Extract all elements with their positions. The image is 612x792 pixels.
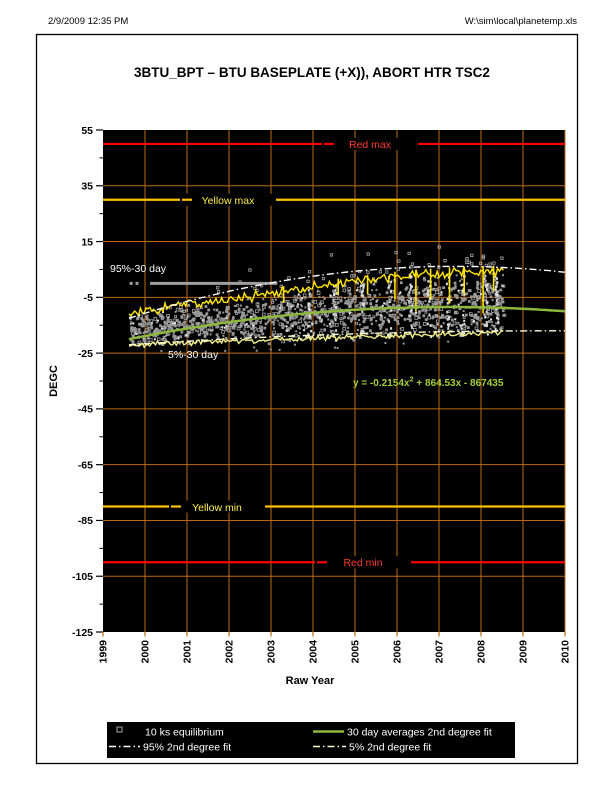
legend-item-5pct-fit: 5% 2nd degree fit [349,742,431,754]
legend-marker-scatter-icon [116,726,123,733]
flat-data-bar [150,281,278,285]
legend-box [107,722,515,758]
x-tick-label: 2002 [224,640,236,664]
x-tick-label: 2000 [140,640,152,664]
x-tick-label: 1999 [98,640,110,664]
label-5-percent-30day: 5%-30 day [168,349,219,361]
x-axis-title: Raw Year [286,675,335,687]
y-tick-label: -65 [78,459,93,471]
equation-part1: y = -0.2154x [353,378,410,389]
y-tick-label: 15 [81,236,93,248]
trace-bottom [128,329,504,349]
yellow-max-label: Yellow max [202,195,255,207]
x-tick-label: 2008 [476,640,488,664]
axes: 55 35 15 -5 -25 -45 -65 -85 -105 -125 1999 2000 2001… [72,125,572,664]
red-min-label: Red min [343,557,382,569]
red-max-label: Red max [349,139,392,151]
equation-label: y = -0.2154x2 + 864.53x - 867435 [353,375,504,390]
header-file-path: W:\sim\local\planetemp.xls [465,16,578,27]
y-tick-label: 35 [81,181,93,193]
y-tick-label: -105 [72,571,93,583]
gridlines [103,130,566,632]
y-axis-title: DEGC [48,365,60,397]
fit-curve [128,330,565,346]
x-tick-label: 2007 [434,640,446,664]
legend-item-10ks: 10 ks equilibrium [145,727,224,739]
x-tick-label: 2009 [518,640,530,664]
x-tick-label: 2003 [266,640,278,664]
x-tick-label: 2006 [392,640,404,664]
fit-curve [128,265,565,319]
x-tick-label: 2010 [560,640,572,664]
plot-dynamic-content: 55 35 15 -5 -25 -45 -65 -85 -105 -125 1999 2000 2001… [72,125,572,664]
legend: 10 ks equilibrium 30 day averages 2nd de… [107,722,515,758]
y-tick-label: -125 [72,627,93,639]
equation-part2: + 864.53x - 867435 [414,378,504,389]
y-tick-label: -5 [84,292,93,304]
chart-border [35,33,579,765]
yellow-min-label: Yellow min [192,502,242,514]
x-tick-label: 2004 [308,640,320,664]
legend-item-95pct-fit: 95% 2nd degree fit [143,742,231,754]
x-tick-label: 2001 [182,640,194,664]
fit-curve [128,305,565,341]
x-tick-label: 2005 [350,640,362,664]
y-tick-label: -45 [78,404,93,416]
y-tick-label: -25 [78,348,93,360]
plot-area [103,130,565,632]
equation-superscript: 2 [409,375,413,384]
legend-item-30day-fit: 30 day averages 2nd degree fit [347,727,492,739]
header-date: 2/9/2009 12:35 PM [48,16,128,27]
y-tick-label: 55 [81,125,93,137]
page-title: 3BTU_BPT – BTU BASEPLATE (+X)), ABORT HT… [134,65,490,80]
y-tick-label: -85 [78,515,93,527]
label-95-percent-30day: 95%-30 day [110,263,167,275]
fit-curves [128,265,565,346]
